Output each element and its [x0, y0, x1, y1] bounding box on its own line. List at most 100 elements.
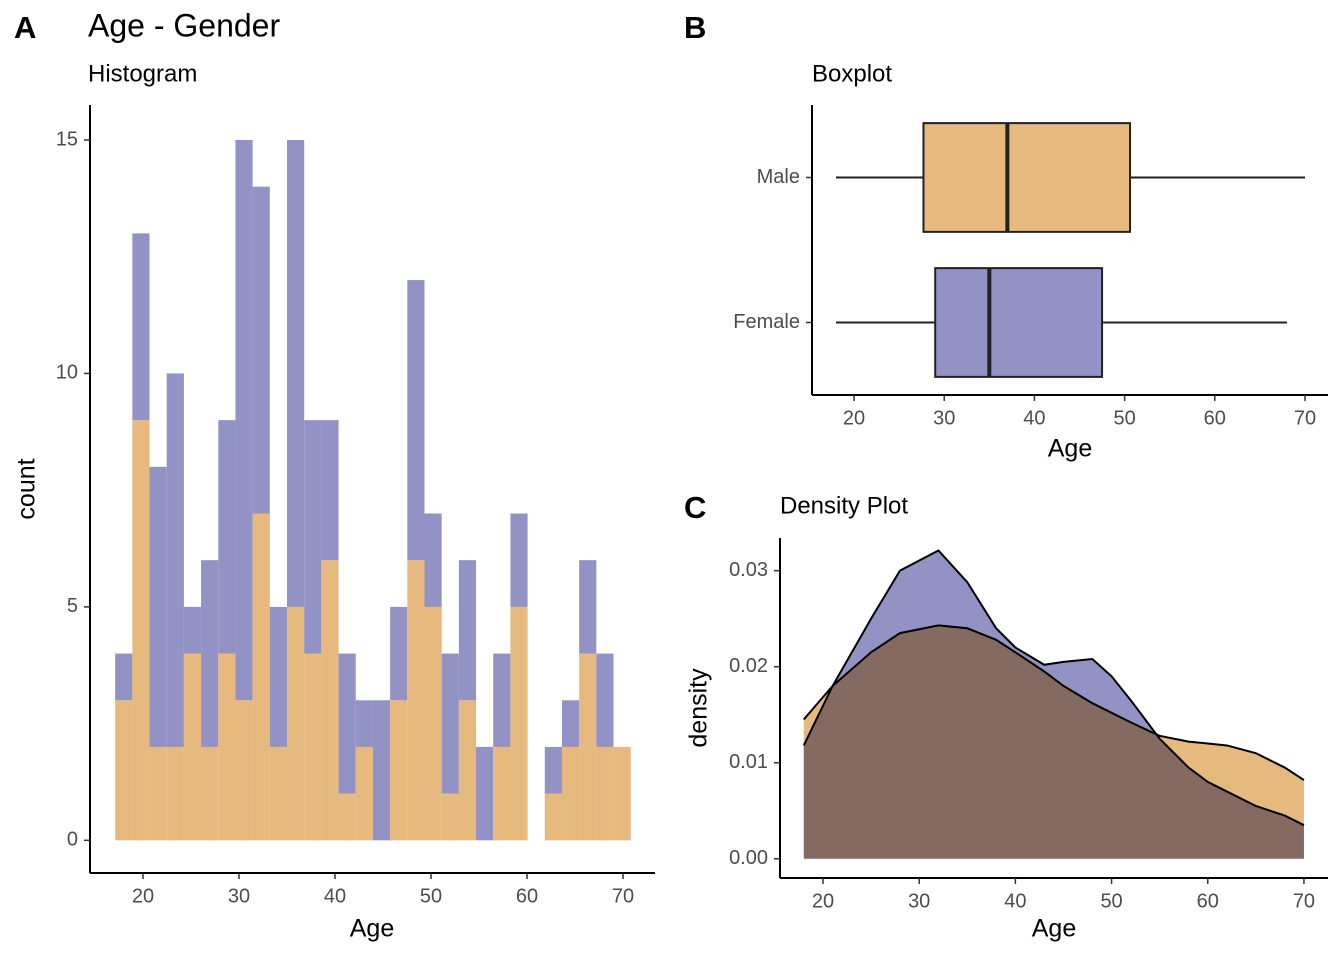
- y-tick-label: 5: [67, 595, 78, 617]
- histogram-bar: [476, 746, 494, 841]
- x-tick-label: 70: [1293, 890, 1315, 912]
- y-tick-label: 10: [56, 362, 78, 384]
- histogram-bar: [493, 746, 511, 841]
- x-axis-title: Age: [1048, 435, 1092, 463]
- histogram-bar: [355, 746, 373, 841]
- histogram-bar: [355, 700, 373, 747]
- histogram-bar: [424, 606, 442, 841]
- histogram-bar: [544, 746, 562, 794]
- histogram-bar: [166, 373, 184, 747]
- y-tick-label: Male: [757, 166, 800, 188]
- panel-tag: B: [684, 10, 706, 45]
- histogram-bar: [115, 700, 133, 841]
- histogram-bar: [596, 746, 614, 841]
- histogram-bar: [441, 653, 459, 794]
- histogram-bar: [407, 280, 425, 561]
- histogram-bar: [183, 653, 202, 841]
- y-tick-label: 0.02: [729, 655, 768, 677]
- histogram-bar: [510, 513, 528, 607]
- panel-subtitle: Histogram: [88, 60, 197, 87]
- histogram-bar: [235, 700, 253, 841]
- x-tick-label: 50: [1100, 890, 1122, 912]
- histogram-bar: [321, 420, 339, 561]
- histogram-bar: [579, 560, 597, 654]
- histogram-bar: [201, 746, 219, 841]
- panel-title: Density Plot: [780, 492, 908, 519]
- x-tick-label: 20: [843, 407, 865, 429]
- histogram-bar: [561, 746, 580, 841]
- panel-title: Age - Gender: [88, 7, 280, 43]
- panel-tag: C: [684, 490, 706, 525]
- panel-title: Boxplot: [812, 60, 892, 87]
- y-tick-label: Female: [733, 311, 800, 333]
- histogram-bar: [252, 186, 270, 514]
- histogram-bar: [321, 560, 339, 841]
- y-tick-label: 0.00: [729, 847, 768, 869]
- histogram-bar: [115, 653, 133, 701]
- histogram-bar: [287, 606, 305, 841]
- histogram-bar: [441, 793, 459, 841]
- x-axis-title: Age: [1032, 915, 1076, 943]
- box: [922, 122, 1132, 233]
- histogram-bar: [338, 653, 356, 794]
- x-tick-label: 70: [612, 885, 634, 907]
- histogram-bar: [390, 700, 408, 841]
- histogram-bar: [407, 560, 425, 841]
- histogram-bar: [132, 233, 150, 421]
- histogram-bar: [596, 653, 614, 747]
- panel-tag: A: [14, 10, 36, 45]
- histogram-bar: [183, 606, 202, 654]
- histogram-bar: [304, 420, 322, 654]
- x-tick-label: 50: [1113, 407, 1135, 429]
- x-tick-label: 40: [1023, 407, 1045, 429]
- histogram-bar: [544, 793, 562, 841]
- x-tick-label: 20: [812, 890, 834, 912]
- x-tick-label: 30: [933, 407, 955, 429]
- x-tick-label: 50: [420, 885, 442, 907]
- histogram-bar: [149, 746, 167, 841]
- histogram-bar: [579, 653, 597, 841]
- x-tick-label: 40: [324, 885, 346, 907]
- histogram-bar: [201, 560, 219, 747]
- histogram-bar: [338, 793, 356, 841]
- histogram-bar: [493, 653, 511, 747]
- histogram-bar: [269, 606, 288, 747]
- x-axis-title: Age: [350, 915, 394, 943]
- x-tick-label: 40: [1004, 890, 1026, 912]
- histogram-bar: [218, 653, 236, 841]
- x-tick-label: 60: [1204, 407, 1226, 429]
- histogram-bar: [235, 140, 253, 701]
- density-area: [803, 625, 1304, 859]
- x-tick-label: 30: [228, 885, 250, 907]
- histogram-bar: [561, 700, 580, 747]
- y-tick-label: 15: [56, 128, 78, 150]
- x-tick-label: 20: [132, 885, 154, 907]
- histogram-bar: [613, 746, 631, 841]
- histogram-bar: [269, 746, 288, 841]
- x-tick-label: 60: [516, 885, 538, 907]
- histogram-bar: [149, 466, 167, 747]
- density-line: [802, 549, 1305, 827]
- y-tick-label: 0.03: [729, 559, 768, 581]
- box: [934, 267, 1104, 378]
- x-tick-label: 70: [1294, 407, 1316, 429]
- histogram-bar: [132, 420, 150, 841]
- histogram-bar: [304, 653, 322, 841]
- density-line: [803, 624, 1305, 781]
- histogram-bar: [287, 140, 305, 607]
- histogram-bar: [458, 700, 477, 841]
- histogram-bar: [252, 513, 270, 841]
- y-axis-title: count: [13, 458, 41, 519]
- histogram-bar: [372, 700, 391, 841]
- x-tick-label: 30: [908, 890, 930, 912]
- histogram-bar: [166, 746, 184, 841]
- y-tick-label: 0: [67, 829, 78, 851]
- histogram-bar: [458, 560, 477, 701]
- histogram-bar: [390, 606, 408, 701]
- histogram-bar: [218, 420, 236, 654]
- y-tick-label: 0.01: [729, 751, 768, 773]
- histogram-bar: [424, 513, 442, 607]
- x-tick-label: 60: [1197, 890, 1219, 912]
- histogram-bar: [510, 606, 528, 841]
